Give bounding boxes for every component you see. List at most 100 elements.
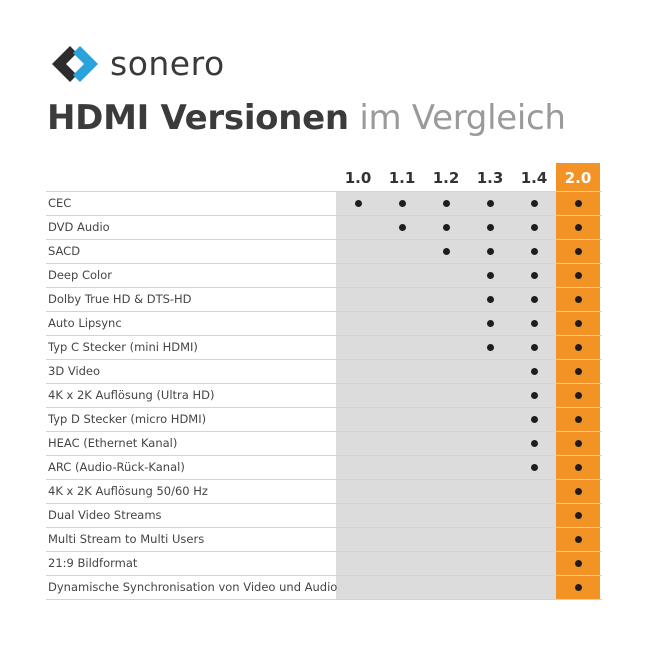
supported-dot-icon bbox=[487, 248, 494, 255]
supported-dot-icon bbox=[531, 248, 538, 255]
supported-dot-icon bbox=[575, 512, 582, 519]
feature-row: Typ D Stecker (micro HDMI) bbox=[46, 407, 602, 431]
feature-label: SACD bbox=[48, 244, 81, 258]
supported-dot-icon bbox=[443, 224, 450, 231]
feature-row: Typ C Stecker (mini HDMI) bbox=[46, 335, 602, 359]
brand-logo: sonero bbox=[50, 44, 225, 84]
feature-row: SACD bbox=[46, 239, 602, 263]
feature-row: Multi Stream to Multi Users bbox=[46, 527, 602, 551]
support-cell bbox=[512, 456, 556, 479]
supported-dot-icon bbox=[575, 392, 582, 399]
supported-dot-icon bbox=[487, 200, 494, 207]
support-cell bbox=[468, 288, 512, 311]
supported-dot-icon bbox=[531, 344, 538, 351]
support-cell bbox=[556, 360, 600, 383]
supported-dot-icon bbox=[399, 224, 406, 231]
supported-dot-icon bbox=[399, 200, 406, 207]
feature-row: Deep Color bbox=[46, 263, 602, 287]
support-cell bbox=[556, 192, 600, 215]
support-cell bbox=[556, 240, 600, 263]
supported-dot-icon bbox=[531, 392, 538, 399]
feature-label: Typ D Stecker (micro HDMI) bbox=[48, 412, 207, 426]
support-cell bbox=[512, 288, 556, 311]
version-header: 1.0 bbox=[344, 169, 372, 187]
feature-label: ARC (Audio-Rück-Kanal) bbox=[48, 460, 185, 474]
supported-dot-icon bbox=[531, 320, 538, 327]
support-cell bbox=[380, 192, 424, 215]
version-column-1-1 bbox=[380, 191, 424, 600]
feature-label: DVD Audio bbox=[48, 220, 110, 234]
feature-label: CEC bbox=[48, 196, 72, 210]
support-cell bbox=[556, 312, 600, 335]
version-header: 1.4 bbox=[520, 169, 548, 187]
supported-dot-icon bbox=[355, 200, 362, 207]
support-cell bbox=[556, 216, 600, 239]
feature-row: Dolby True HD & DTS-HD bbox=[46, 287, 602, 311]
supported-dot-icon bbox=[575, 440, 582, 447]
support-cell bbox=[468, 336, 512, 359]
support-cell bbox=[468, 216, 512, 239]
feature-label: Dynamische Synchronisation von Video und… bbox=[48, 580, 338, 594]
feature-row: Dual Video Streams bbox=[46, 503, 602, 527]
feature-row: Dynamische Synchronisation von Video und… bbox=[46, 575, 602, 600]
feature-row: ARC (Audio-Rück-Kanal) bbox=[46, 455, 602, 479]
feature-label: 4K x 2K Auflösung 50/60 Hz bbox=[48, 484, 208, 498]
supported-dot-icon bbox=[575, 560, 582, 567]
supported-dot-icon bbox=[531, 464, 538, 471]
support-cell bbox=[468, 240, 512, 263]
support-cell bbox=[556, 384, 600, 407]
support-cell bbox=[336, 192, 380, 215]
support-cell bbox=[556, 336, 600, 359]
feature-label: Typ C Stecker (mini HDMI) bbox=[48, 340, 198, 354]
support-cell bbox=[512, 216, 556, 239]
support-cell bbox=[468, 192, 512, 215]
supported-dot-icon bbox=[575, 584, 582, 591]
supported-dot-icon bbox=[531, 272, 538, 279]
support-cell bbox=[512, 408, 556, 431]
support-cell bbox=[512, 384, 556, 407]
support-cell bbox=[556, 552, 600, 575]
supported-dot-icon bbox=[575, 224, 582, 231]
supported-dot-icon bbox=[575, 320, 582, 327]
brand-name: sonero bbox=[110, 44, 225, 83]
supported-dot-icon bbox=[487, 224, 494, 231]
page-title: HDMI Versionen im Vergleich bbox=[47, 92, 566, 144]
support-cell bbox=[512, 360, 556, 383]
supported-dot-icon bbox=[575, 416, 582, 423]
title-bold: HDMI Versionen bbox=[47, 98, 349, 138]
support-cell bbox=[556, 576, 600, 599]
feature-label: Dual Video Streams bbox=[48, 508, 162, 522]
support-cell bbox=[556, 408, 600, 431]
feature-row: DVD Audio bbox=[46, 215, 602, 239]
feature-row: CEC bbox=[46, 191, 602, 215]
feature-row: 4K x 2K Auflösung 50/60 Hz bbox=[46, 479, 602, 503]
version-header: 1.3 bbox=[476, 169, 504, 187]
supported-dot-icon bbox=[487, 320, 494, 327]
supported-dot-icon bbox=[575, 488, 582, 495]
support-cell bbox=[556, 456, 600, 479]
supported-dot-icon bbox=[487, 344, 494, 351]
supported-dot-icon bbox=[575, 368, 582, 375]
feature-rows: CEC DVD Audio SACD Deep Color Dolby True HD … bbox=[46, 191, 602, 600]
feature-label: Auto Lipsync bbox=[48, 316, 122, 330]
supported-dot-icon bbox=[531, 224, 538, 231]
support-cell bbox=[512, 312, 556, 335]
supported-dot-icon bbox=[443, 248, 450, 255]
support-cell bbox=[512, 336, 556, 359]
feature-row: HEAC (Ethernet Kanal) bbox=[46, 431, 602, 455]
support-cell bbox=[468, 312, 512, 335]
support-cell bbox=[556, 264, 600, 287]
supported-dot-icon bbox=[575, 200, 582, 207]
supported-dot-icon bbox=[531, 368, 538, 375]
support-cell bbox=[424, 240, 468, 263]
feature-row: 3D Video bbox=[46, 359, 602, 383]
support-cell bbox=[556, 432, 600, 455]
support-cell bbox=[512, 432, 556, 455]
supported-dot-icon bbox=[487, 296, 494, 303]
supported-dot-icon bbox=[443, 200, 450, 207]
feature-label: HEAC (Ethernet Kanal) bbox=[48, 436, 178, 450]
supported-dot-icon bbox=[531, 296, 538, 303]
supported-dot-icon bbox=[575, 344, 582, 351]
support-cell bbox=[468, 264, 512, 287]
